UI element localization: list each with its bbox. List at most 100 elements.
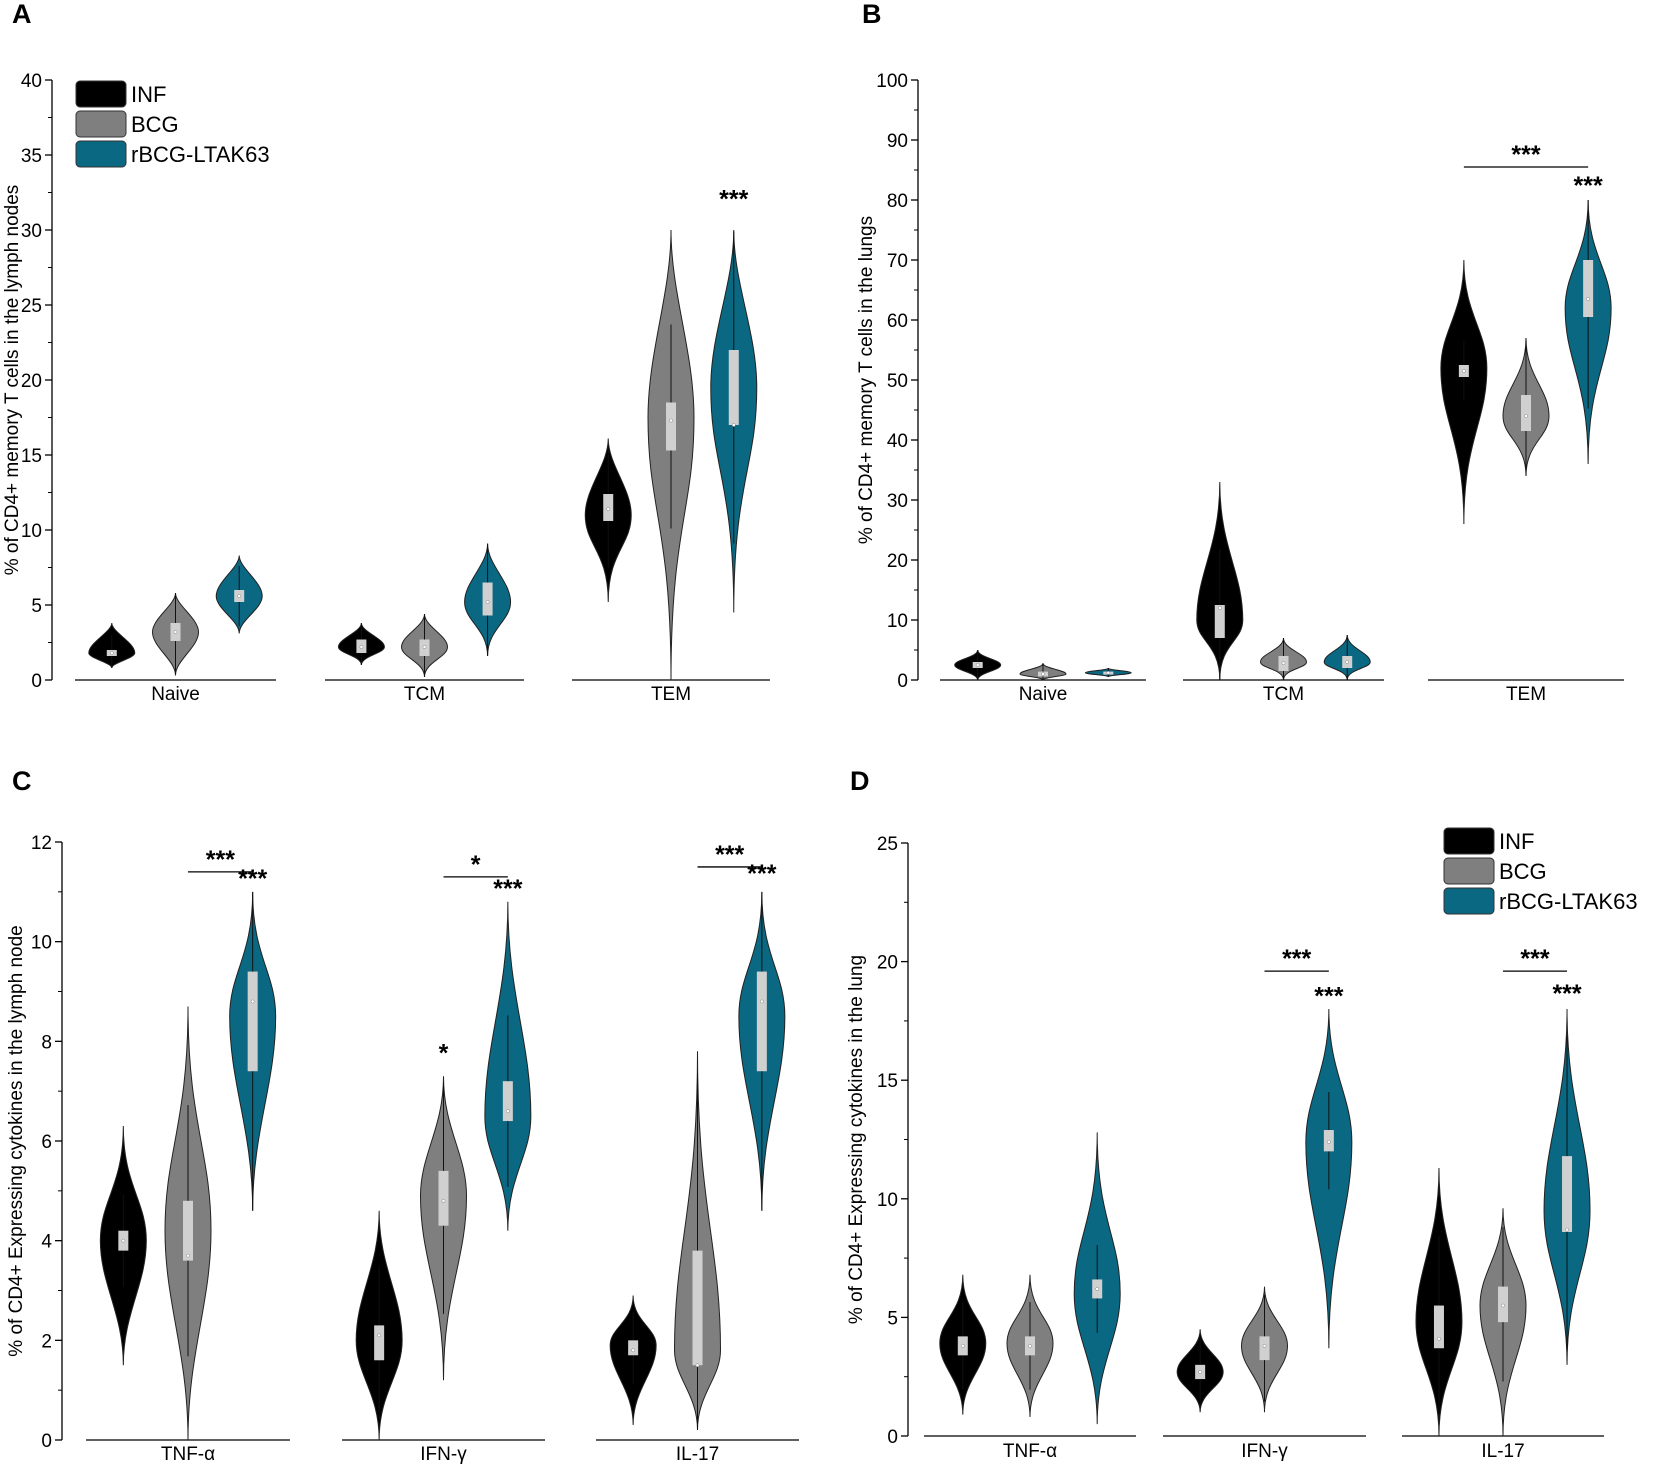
violin-bcg — [673, 1051, 722, 1431]
y-tick-label: 30 — [887, 491, 908, 512]
y-tick-label: 12 — [31, 833, 52, 854]
y-tick-label: 15 — [21, 446, 42, 467]
y-tick-label: 5 — [31, 596, 42, 617]
violin-bcg — [164, 1006, 212, 1441]
violin-median-dot — [173, 630, 178, 634]
violin-median-dot — [669, 418, 673, 423]
violin-rbcg-ltak63 — [710, 229, 758, 613]
violin-iqr-box — [628, 1340, 639, 1356]
violin-median-dot — [1345, 660, 1350, 664]
panel-b: B 0 10 20 30 40 50 60 70 80 90 100 % of CD4+ memory … — [856, 0, 1624, 705]
legend-swatch — [75, 110, 127, 138]
violin-rbcg-ltak63 — [484, 901, 532, 1231]
violin-iqr-box — [502, 1081, 513, 1122]
y-tick-label: 20 — [21, 371, 42, 392]
y-tick-label: 15 — [877, 1071, 898, 1092]
y-tick-label: 5 — [887, 1308, 898, 1329]
panel-letter: A — [12, 0, 32, 29]
y-axis-title: % of CD4+ memory T cells in the lymph no… — [2, 185, 23, 576]
violin-bcg — [1502, 337, 1550, 477]
legend-item-rbcg-ltak63: rBCG-LTAK63 — [1443, 887, 1638, 915]
y-tick-label: 20 — [877, 953, 898, 974]
significance-marker: *** — [1511, 141, 1540, 169]
group-il-17: IL-17 ****** — [596, 841, 799, 1465]
violin-rbcg-ltak63 — [1323, 634, 1371, 681]
y-tick-label: 70 — [887, 251, 908, 272]
legend-swatch — [75, 80, 127, 108]
violin-inf — [355, 1210, 403, 1441]
violin-rbcg-ltak63 — [738, 891, 786, 1211]
group-tcm: TCM — [1183, 481, 1384, 705]
violin-rbcg-ltak63 — [1564, 199, 1612, 465]
violin-median-dot — [631, 1348, 635, 1353]
violin-median-dot — [1198, 1370, 1202, 1374]
violin-iqr-box — [247, 971, 258, 1072]
significance-marker: *** — [747, 860, 776, 888]
violin-iqr-box — [756, 971, 767, 1072]
violin-inf — [88, 622, 136, 669]
legend-label: rBCG-LTAK63 — [1499, 889, 1638, 914]
violin-median-dot — [1217, 606, 1222, 610]
significance-marker: *** — [719, 186, 748, 214]
violin-iqr-box — [1433, 1305, 1444, 1349]
violin-iqr-box — [666, 402, 676, 451]
y-tick-label: 10 — [877, 1190, 898, 1211]
violin-rbcg-ltak63 — [1305, 1009, 1353, 1349]
violin-median-dot — [760, 999, 764, 1004]
significance-marker: * — [439, 1039, 449, 1067]
y-tick-label: 4 — [41, 1232, 52, 1253]
group-naive: Naive — [940, 649, 1146, 705]
panel-c: C 0 2 4 6 8 10 12 % of CD4+ Expressing cytokines… — [6, 766, 799, 1465]
violin-median-dot — [485, 600, 490, 604]
y-tick-label: 40 — [887, 431, 908, 452]
category-label: TCM — [1263, 684, 1304, 705]
violin-inf — [584, 438, 632, 603]
group-ifn-gamma: IFN-γ ****** — [1163, 945, 1366, 1462]
violin-median-dot — [377, 1333, 381, 1338]
significance-marker: *** — [715, 841, 744, 869]
legend-label: BCG — [1499, 859, 1547, 884]
violin-rbcg-ltak63 — [464, 543, 512, 657]
violin-iqr-box — [1259, 1336, 1270, 1361]
legend-item-bcg: BCG — [1443, 857, 1547, 885]
significance-marker: *** — [1520, 945, 1549, 973]
violin-bcg — [1479, 1208, 1527, 1437]
category-label: TNF-α — [1003, 1441, 1057, 1462]
violin-median-dot — [237, 594, 242, 598]
legend-label: INF — [1499, 829, 1534, 854]
y-tick-label: 50 — [887, 371, 908, 392]
violin-median-dot — [731, 423, 736, 427]
category-label: TEM — [651, 684, 691, 705]
y-tick-label: 35 — [21, 146, 42, 167]
violin-iqr-box — [183, 1200, 193, 1261]
violin-bcg — [151, 592, 200, 676]
violin-median-dot — [1281, 661, 1286, 666]
legend-label: INF — [131, 82, 166, 107]
violin-bcg — [1240, 1286, 1289, 1413]
violin-median-dot — [1437, 1336, 1441, 1341]
y-tick-label: 8 — [41, 1032, 52, 1053]
group-tnf-alpha: TNF-α — [924, 1132, 1136, 1462]
violin-iqr-box — [482, 582, 493, 616]
violin-median-dot — [109, 651, 114, 655]
panel-letter: B — [862, 0, 882, 29]
y-tick-label: 6 — [41, 1132, 52, 1153]
violin-rbcg-ltak63 — [1084, 667, 1132, 678]
y-tick-label: 25 — [877, 834, 898, 855]
violin-inf — [99, 1126, 147, 1366]
y-tick-label: 60 — [887, 311, 908, 332]
y-tick-label: 0 — [31, 671, 42, 692]
violin-median-dot — [1524, 414, 1528, 418]
violin-median-dot — [1041, 672, 1045, 676]
y-tick-label: 90 — [887, 131, 908, 152]
significance-marker: *** — [206, 846, 235, 874]
violin-inf — [1415, 1167, 1463, 1437]
legend-label: BCG — [131, 112, 179, 137]
category-label: Naive — [1019, 684, 1068, 705]
violin-rbcg-ltak63 — [1073, 1132, 1121, 1425]
significance-marker: *** — [1574, 172, 1603, 200]
violin-inf — [1196, 481, 1244, 681]
violin-median-dot — [1262, 1344, 1267, 1348]
violin-inf — [609, 1295, 657, 1426]
violin-inf — [1440, 259, 1488, 525]
